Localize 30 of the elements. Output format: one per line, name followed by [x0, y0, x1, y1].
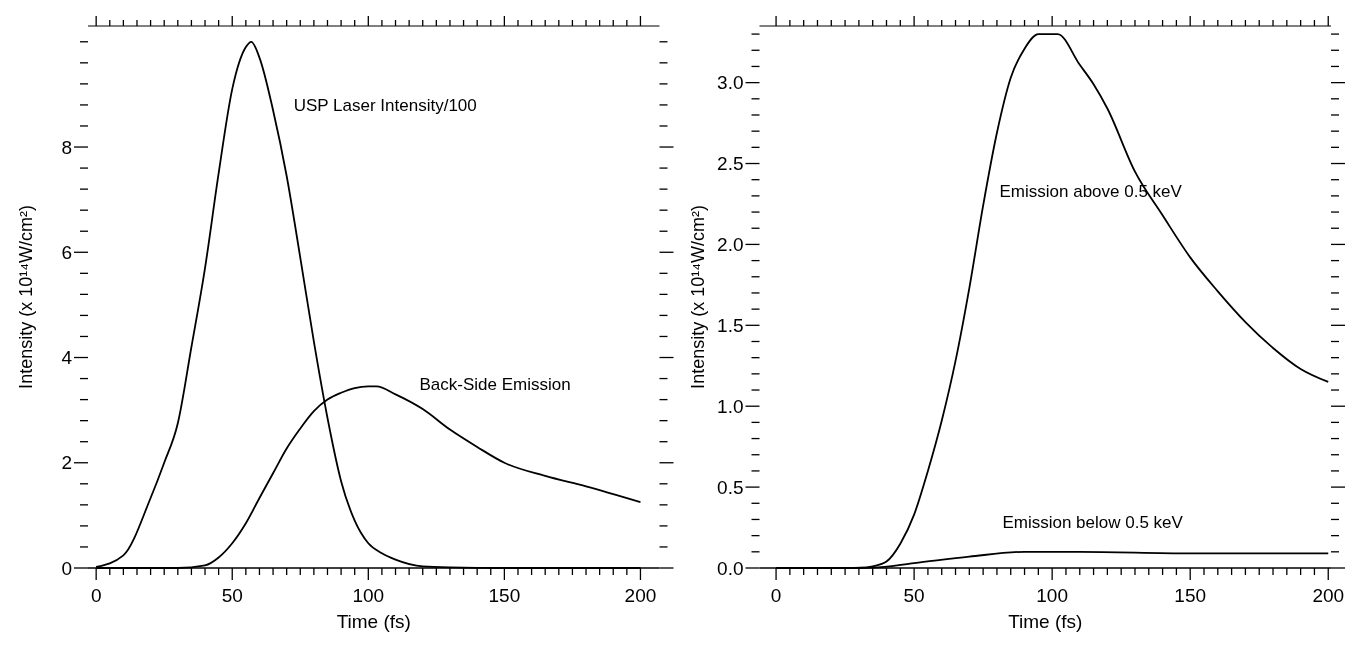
y-tick-label: 8 [61, 136, 72, 158]
x-tick-label: 0 [770, 585, 782, 606]
y-tick-label: 3.0 [717, 72, 744, 94]
x-tick-label: 100 [352, 585, 385, 606]
annotation: USP Laser Intensity/100 [293, 95, 477, 115]
x-tick-label: 50 [221, 585, 243, 606]
x-tick-label: 50 [903, 585, 925, 606]
y-tick-label: 2.0 [717, 234, 744, 256]
x-axis-title: Time (fs) [1008, 611, 1083, 632]
y-tick-label: 0.0 [717, 557, 744, 579]
x-tick-label: 200 [1312, 585, 1345, 606]
y-axis-title: Intensity (x 10¹⁴W/cm²) [687, 205, 708, 389]
y-tick-label: 1.5 [717, 314, 744, 336]
y-tick-label: 4 [61, 347, 73, 369]
x-tick-label: 150 [488, 585, 521, 606]
y-tick-label: 0.5 [717, 476, 744, 498]
annotation: Emission above 0.5 keV [999, 182, 1183, 202]
x-axis-title: Time (fs) [336, 611, 411, 632]
y-tick-label: 0 [61, 557, 72, 579]
y-tick-label: 1.0 [717, 395, 744, 417]
x-tick-label: 200 [624, 585, 657, 606]
annotation: Emission below 0.5 keV [1002, 512, 1184, 532]
y-axis-title: Intensity (x 10¹⁴W/cm²) [16, 205, 36, 389]
y-tick-label: 2 [61, 452, 72, 474]
x-tick-label: 100 [1036, 585, 1068, 606]
y-tick-label: 6 [61, 241, 72, 263]
x-tick-label: 0 [90, 585, 102, 606]
annotation: Back-Side Emission [419, 374, 571, 394]
y-tick-label: 2.5 [717, 153, 744, 175]
x-tick-label: 150 [1174, 585, 1207, 606]
